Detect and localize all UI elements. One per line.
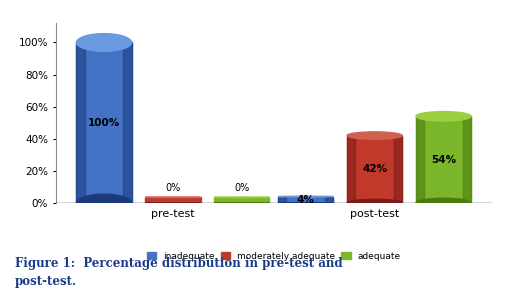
Text: 54%: 54%	[431, 155, 456, 165]
Bar	[347, 136, 355, 203]
Ellipse shape	[278, 196, 333, 197]
Text: post-test.: post-test.	[15, 276, 78, 289]
Bar	[214, 197, 270, 203]
Text: Figure 1:  Percentage distribution in pre-test and: Figure 1: Percentage distribution in pre…	[15, 257, 343, 270]
Text: 4%: 4%	[297, 195, 315, 205]
Ellipse shape	[214, 197, 270, 198]
Text: 42%: 42%	[362, 164, 387, 174]
Bar	[394, 136, 402, 203]
Ellipse shape	[146, 197, 201, 198]
Ellipse shape	[347, 132, 402, 139]
Text: 0%: 0%	[234, 183, 249, 193]
Bar	[416, 116, 424, 203]
Bar	[77, 42, 85, 203]
Bar	[278, 197, 333, 203]
Ellipse shape	[77, 194, 132, 212]
Bar	[463, 116, 471, 203]
Ellipse shape	[416, 198, 471, 208]
Ellipse shape	[347, 199, 402, 207]
Bar	[325, 197, 333, 203]
Legend: inadequate, moderately adequate, adequate: inadequate, moderately adequate, adequat…	[144, 249, 404, 263]
Text: 0%: 0%	[165, 183, 180, 193]
Bar	[347, 136, 402, 203]
Bar	[77, 42, 132, 203]
Text: 100%: 100%	[88, 118, 120, 128]
Bar	[416, 116, 471, 203]
Polygon shape	[56, 203, 503, 213]
Ellipse shape	[77, 34, 132, 51]
Bar	[146, 197, 201, 203]
Ellipse shape	[416, 112, 471, 121]
Bar	[278, 197, 286, 203]
Bar	[123, 42, 132, 203]
